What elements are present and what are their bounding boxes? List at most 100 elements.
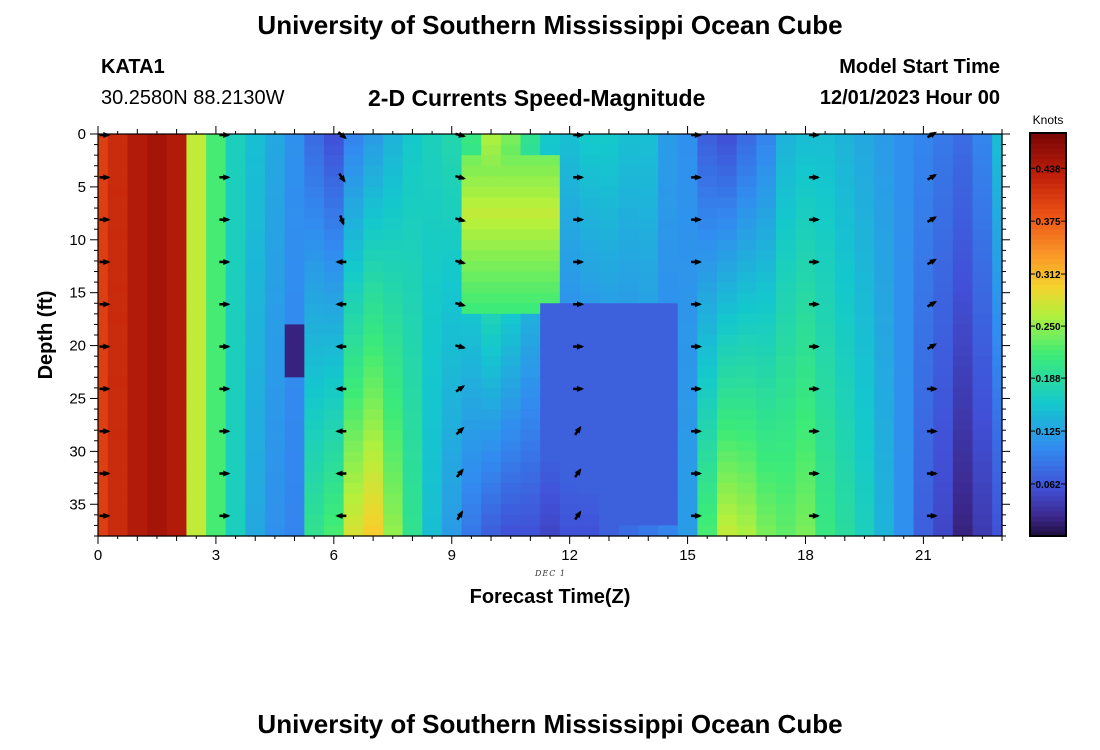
heatmap-cell bbox=[225, 186, 246, 199]
heatmap-cell bbox=[874, 483, 895, 495]
heatmap-cell bbox=[677, 461, 698, 474]
heatmap-cell bbox=[284, 430, 305, 442]
heatmap-cell bbox=[776, 186, 797, 199]
colorbar-segment bbox=[1030, 274, 1066, 280]
heatmap-cell bbox=[952, 292, 974, 304]
heatmap-cell bbox=[284, 345, 305, 357]
heatmap-cell bbox=[756, 461, 777, 474]
heatmap-cell bbox=[579, 134, 600, 146]
colorbar-segment bbox=[1030, 284, 1066, 290]
heatmap-cell bbox=[500, 313, 522, 326]
heatmap-cell bbox=[402, 155, 423, 167]
heatmap-cell bbox=[697, 282, 718, 294]
heatmap-cell bbox=[756, 398, 777, 410]
heatmap-cell bbox=[422, 398, 443, 410]
heatmap-cell bbox=[304, 356, 325, 368]
heatmap-cell bbox=[304, 271, 325, 283]
heatmap-cell bbox=[363, 197, 384, 209]
colorbar-frame bbox=[1029, 132, 1067, 537]
heatmap-cell bbox=[834, 134, 856, 146]
heatmap-cell bbox=[363, 218, 384, 230]
heatmap-cell bbox=[98, 144, 109, 156]
heatmap-cell bbox=[559, 387, 581, 400]
heatmap-cell bbox=[363, 472, 384, 484]
heatmap-cell bbox=[402, 292, 423, 304]
heatmap-cell bbox=[147, 208, 168, 220]
heatmap-cell bbox=[618, 483, 640, 495]
heatmap-cell bbox=[422, 208, 443, 220]
heatmap-cell bbox=[579, 493, 600, 505]
heatmap-cell bbox=[618, 324, 640, 336]
heatmap-cell bbox=[599, 514, 620, 527]
heatmap-cell bbox=[500, 493, 522, 505]
heatmap-cell bbox=[324, 239, 345, 251]
heatmap-cell bbox=[933, 398, 954, 410]
heatmap-cell bbox=[500, 292, 522, 304]
heatmap-cell bbox=[992, 313, 1003, 326]
heatmap-cell bbox=[520, 409, 541, 421]
heatmap-cell bbox=[304, 186, 325, 199]
heatmap-cell bbox=[854, 451, 875, 463]
x-tick-label: 18 bbox=[797, 547, 814, 564]
heatmap-cell bbox=[599, 165, 620, 177]
heatmap-cell bbox=[559, 409, 581, 421]
heatmap-cell bbox=[933, 493, 954, 505]
heatmap-cell bbox=[540, 419, 561, 431]
heatmap-cell bbox=[324, 525, 345, 537]
heatmap-cell bbox=[206, 419, 227, 431]
heatmap-cell bbox=[382, 440, 404, 452]
heatmap-cell bbox=[225, 313, 246, 326]
heatmap-cell bbox=[874, 176, 895, 188]
heatmap-cell bbox=[422, 134, 443, 146]
heatmap-cell bbox=[382, 419, 404, 431]
heatmap-cell bbox=[815, 186, 836, 199]
heatmap-cell bbox=[284, 239, 305, 251]
heatmap-cell bbox=[893, 239, 915, 251]
heatmap-cell bbox=[618, 260, 640, 273]
heatmap-cell bbox=[638, 144, 659, 156]
heatmap-cell bbox=[225, 218, 246, 230]
heatmap-cell bbox=[854, 282, 875, 294]
heatmap-cell bbox=[166, 366, 188, 378]
heatmap-cell bbox=[815, 134, 836, 146]
heatmap-cell bbox=[382, 483, 404, 495]
colorbar-segment bbox=[1030, 324, 1066, 331]
heatmap-cell bbox=[972, 324, 993, 336]
heatmap-cell bbox=[599, 387, 620, 400]
heatmap-cell bbox=[874, 208, 895, 220]
heatmap-cell bbox=[265, 303, 286, 315]
heatmap-cell bbox=[776, 239, 797, 251]
heatmap-cell bbox=[186, 461, 207, 474]
heatmap-cell bbox=[481, 176, 502, 188]
heatmap-cell bbox=[952, 430, 974, 442]
heatmap-cell bbox=[618, 313, 640, 326]
heatmap-cell bbox=[540, 324, 561, 336]
heatmap-cell bbox=[127, 430, 148, 442]
heatmap-cell bbox=[599, 218, 620, 230]
current-arrow-head bbox=[929, 174, 938, 181]
heatmap-cell bbox=[599, 229, 620, 241]
heatmap-cell bbox=[520, 440, 541, 452]
heatmap-cell bbox=[441, 483, 463, 495]
heatmap-cell bbox=[795, 165, 816, 177]
current-arrow-head bbox=[812, 301, 820, 308]
heatmap-cell bbox=[284, 356, 305, 368]
heatmap-cell bbox=[834, 430, 856, 442]
heatmap-cell bbox=[834, 282, 856, 294]
heatmap-cell bbox=[265, 134, 286, 146]
heatmap-cell bbox=[815, 398, 836, 410]
heatmap-cell bbox=[107, 176, 129, 188]
heatmap-cell bbox=[717, 218, 738, 230]
heatmap-cell bbox=[638, 186, 659, 199]
heatmap-cell bbox=[559, 324, 581, 336]
heatmap-cell bbox=[500, 197, 522, 209]
heatmap-cell bbox=[933, 387, 954, 400]
heatmap-cell bbox=[461, 335, 482, 347]
heatmap-cell bbox=[284, 186, 305, 199]
heatmap-cell bbox=[913, 398, 934, 410]
heatmap-cell bbox=[441, 144, 463, 156]
heatmap-cell bbox=[972, 303, 993, 315]
heatmap-cell bbox=[265, 324, 286, 336]
heatmap-cell bbox=[559, 461, 581, 474]
colorbar-tick-label: 0.250 bbox=[1035, 322, 1060, 333]
